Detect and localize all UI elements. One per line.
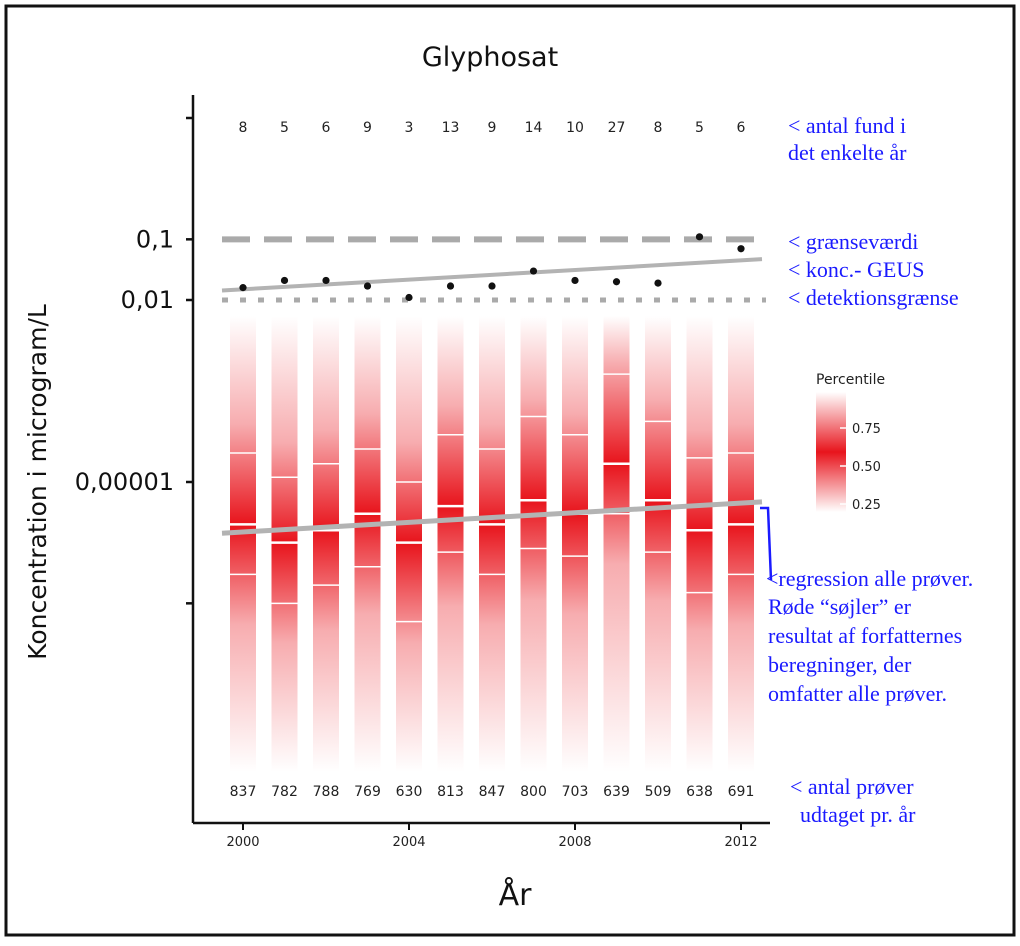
found-count-label: 5 — [695, 120, 704, 136]
annotation-found-line-1: < antal fund i — [788, 113, 906, 138]
legend-tick-label: 0.50 — [852, 460, 881, 475]
reference-lines — [222, 236, 766, 303]
found-point — [654, 279, 662, 287]
x-tick-label: 2000 — [226, 835, 259, 850]
legend-tick-label: 0.25 — [852, 498, 881, 513]
percentile-column — [230, 316, 256, 772]
found-point — [571, 276, 579, 285]
y-tick-label: 0,1 — [136, 225, 174, 253]
found-point — [612, 278, 621, 286]
percentile-column — [603, 316, 630, 772]
found-point — [695, 233, 704, 241]
annotation-regression-line-1: <regression alle prøver. — [766, 566, 973, 591]
found-count-label: 14 — [525, 120, 543, 136]
percentile-column — [562, 316, 588, 772]
sample-count-row: 837 782 788 769 630 813 847 800 703 639 509 638 691 — [230, 784, 755, 800]
sample-count-label: 788 — [313, 784, 340, 800]
found-count-label: 8 — [654, 120, 663, 136]
found-count-row: 8 5 6 9 3 13 9 14 10 27 8 5 6 — [239, 120, 746, 136]
y-tick-label: 0,00001 — [75, 468, 174, 496]
annotation-geus: < konc.- GEUS — [788, 257, 924, 282]
found-count-label: 5 — [280, 120, 289, 136]
annotation-limit-value: < grænseværdi — [788, 229, 918, 254]
annotations: < antal fund i det enkelte år < grænsevæ… — [766, 113, 973, 827]
found-point — [363, 282, 372, 290]
sample-count-label: 837 — [230, 784, 257, 800]
sample-count-label: 813 — [437, 784, 464, 800]
regression-line-found — [221, 257, 763, 293]
percentile-column — [479, 316, 505, 772]
found-count-label: 9 — [363, 120, 372, 136]
found-point — [488, 282, 496, 290]
y-ticks: 0,00001 0,01 0,1 — [75, 116, 193, 605]
annotation-regression-line-5: omfatter alle prøver. — [768, 681, 947, 706]
percentile-column — [520, 316, 547, 772]
percentile-column — [313, 316, 339, 772]
figure-border — [4, 4, 1016, 937]
sample-count-label: 782 — [271, 784, 298, 800]
percentile-column — [271, 316, 298, 772]
legend-ticks: 0.75 0.50 0.25 — [840, 422, 881, 513]
chart-title: Glyphosat — [422, 42, 558, 73]
annotation-samples-line-2: udtaget pr. år — [800, 802, 916, 827]
found-point — [737, 245, 745, 253]
percentile-column — [354, 316, 381, 772]
axes — [191, 95, 770, 825]
y-tick-label: 0,01 — [121, 286, 174, 314]
found-count-label: 6 — [737, 120, 746, 136]
legend: Percentile 0.75 0.50 0.25 — [816, 372, 885, 513]
sample-count-label: 847 — [479, 784, 506, 800]
percentile-columns — [230, 316, 754, 772]
found-count-label: 8 — [239, 120, 248, 136]
percentile-column — [645, 316, 671, 772]
found-count-label: 27 — [608, 120, 626, 136]
annotation-regression-line-3: resultat af forfatternes — [768, 623, 962, 648]
found-count-label: 6 — [322, 120, 331, 136]
sample-count-label: 703 — [562, 784, 589, 800]
found-point — [529, 267, 538, 275]
annotation-detection: < detektionsgrænse — [788, 285, 959, 310]
annotation-regression-line-4: beregninger, der — [768, 652, 912, 677]
sample-count-label: 630 — [396, 784, 423, 800]
legend-colorbar — [816, 392, 846, 512]
sample-count-label: 638 — [686, 784, 713, 800]
sample-count-label: 691 — [728, 784, 755, 800]
found-point — [446, 282, 455, 290]
legend-tick-label: 0.75 — [852, 422, 881, 437]
percentile-column — [437, 316, 464, 772]
found-count-label: 9 — [488, 120, 497, 136]
found-points — [239, 233, 745, 302]
found-point — [322, 276, 330, 285]
annotation-found-line-2: det enkelte år — [788, 140, 907, 165]
annotation-samples-line-1: < antal prøver — [790, 774, 914, 799]
legend-title: Percentile — [816, 372, 885, 388]
sample-count-label: 639 — [603, 784, 630, 800]
found-count-label: 10 — [566, 120, 584, 136]
found-point — [405, 293, 413, 302]
found-point — [280, 276, 289, 285]
annotation-regression-line-2: Røde “søjler” er — [768, 594, 912, 619]
regression-lines — [221, 257, 763, 536]
found-count-label: 13 — [442, 120, 460, 136]
sample-count-label: 800 — [520, 784, 547, 800]
x-tick-label: 2008 — [558, 835, 591, 850]
percentile-column — [728, 316, 754, 772]
y-axis-label: Koncentration i microgram/L — [23, 304, 52, 660]
sample-count-label: 509 — [645, 784, 672, 800]
x-ticks: 2000 2004 2008 2012 — [226, 823, 758, 850]
found-point — [239, 284, 247, 292]
percentile-column — [686, 316, 713, 772]
found-count-label: 3 — [405, 120, 414, 136]
regression-pointer — [760, 506, 773, 581]
regression-line-all — [221, 499, 763, 536]
x-tick-label: 2012 — [724, 835, 757, 850]
x-axis-label: År — [499, 877, 533, 913]
x-tick-label: 2004 — [392, 835, 425, 850]
percentile-column — [396, 316, 422, 772]
sample-count-label: 769 — [354, 784, 381, 800]
